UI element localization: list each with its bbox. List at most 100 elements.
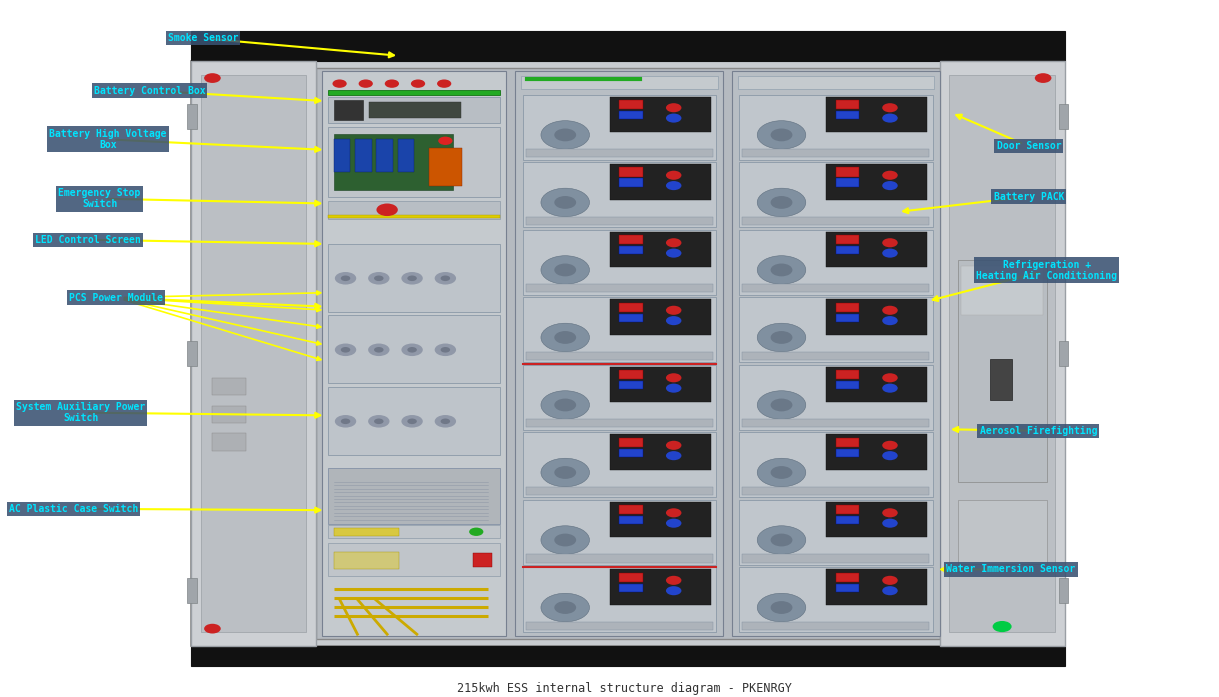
Bar (619, 235, 642, 244)
Circle shape (666, 306, 681, 315)
Circle shape (440, 275, 450, 281)
Circle shape (883, 249, 897, 258)
Bar (328, 316, 500, 383)
Bar (619, 516, 642, 524)
Bar (836, 302, 859, 312)
Bar (619, 370, 642, 379)
Bar (961, 266, 1043, 315)
Bar (328, 543, 500, 576)
Circle shape (770, 196, 792, 209)
Circle shape (385, 79, 399, 88)
Circle shape (666, 508, 681, 517)
Bar (1058, 104, 1068, 129)
Circle shape (666, 171, 681, 180)
Bar (739, 500, 933, 565)
Bar (836, 438, 859, 447)
Circle shape (883, 441, 897, 450)
Circle shape (333, 79, 346, 88)
Bar (212, 434, 246, 451)
Circle shape (411, 79, 425, 88)
Circle shape (435, 272, 456, 284)
Bar (328, 90, 500, 95)
Circle shape (407, 275, 417, 281)
Bar (527, 284, 713, 293)
Bar (739, 567, 933, 632)
Bar (619, 111, 642, 119)
Bar (990, 359, 1012, 400)
Bar (328, 127, 500, 197)
Bar (826, 502, 926, 537)
Text: Emergency Stop
Switch: Emergency Stop Switch (59, 187, 140, 209)
Bar (316, 68, 940, 639)
Bar (836, 583, 859, 592)
Bar (188, 578, 197, 603)
Bar (826, 569, 926, 605)
Circle shape (401, 415, 423, 427)
Bar (188, 104, 197, 129)
Bar (739, 298, 933, 362)
Bar (742, 419, 929, 427)
Bar (397, 139, 414, 172)
Bar (958, 500, 1047, 564)
Bar (523, 230, 717, 295)
Bar (610, 232, 711, 268)
Circle shape (555, 331, 577, 344)
Circle shape (883, 103, 897, 112)
Bar (742, 217, 929, 225)
Circle shape (541, 188, 590, 217)
Text: Refrigeration +
Heating Air Conditioning: Refrigeration + Heating Air Conditioning (976, 259, 1117, 282)
Text: Door Sensor: Door Sensor (997, 141, 1062, 151)
Circle shape (666, 103, 681, 112)
Circle shape (757, 121, 806, 149)
Bar (334, 134, 453, 190)
Text: LED Control Screen: LED Control Screen (35, 235, 140, 245)
Bar (523, 95, 717, 160)
Circle shape (883, 316, 897, 325)
Bar (322, 71, 506, 636)
Circle shape (541, 256, 590, 284)
Circle shape (358, 79, 373, 88)
Bar (619, 381, 642, 390)
Text: 215kwh ESS internal structure diagram - PKENRGY: 215kwh ESS internal structure diagram - … (457, 682, 792, 695)
Bar (739, 230, 933, 295)
Bar (523, 567, 717, 632)
Bar (836, 235, 859, 244)
Bar (527, 351, 713, 360)
Bar (334, 100, 363, 120)
Circle shape (555, 263, 577, 276)
Bar (836, 572, 859, 581)
Bar (836, 111, 859, 119)
Circle shape (401, 272, 423, 284)
Bar (619, 178, 642, 187)
Bar (826, 232, 926, 268)
Bar (940, 61, 1064, 646)
Circle shape (757, 391, 806, 419)
Bar (739, 432, 933, 497)
Bar (742, 351, 929, 360)
Bar (328, 526, 500, 538)
Circle shape (407, 347, 417, 353)
Bar (527, 419, 713, 427)
Bar (1058, 578, 1068, 603)
Bar (523, 500, 717, 565)
Bar (619, 167, 642, 176)
Bar (958, 260, 1047, 482)
Circle shape (883, 519, 897, 528)
Bar (355, 139, 372, 172)
Text: Battery PACK: Battery PACK (993, 192, 1064, 201)
Bar (742, 487, 929, 495)
Bar (212, 378, 246, 395)
Bar (473, 553, 491, 567)
Bar (369, 102, 462, 118)
Circle shape (666, 576, 681, 585)
Bar (188, 341, 197, 366)
Bar (742, 554, 929, 562)
Bar (836, 505, 859, 514)
Circle shape (374, 347, 384, 353)
Circle shape (883, 383, 897, 392)
Bar (527, 554, 713, 562)
Bar (836, 516, 859, 524)
Bar (826, 434, 926, 470)
Text: AC Plastic Case Switch: AC Plastic Case Switch (9, 504, 138, 514)
Circle shape (883, 508, 897, 517)
